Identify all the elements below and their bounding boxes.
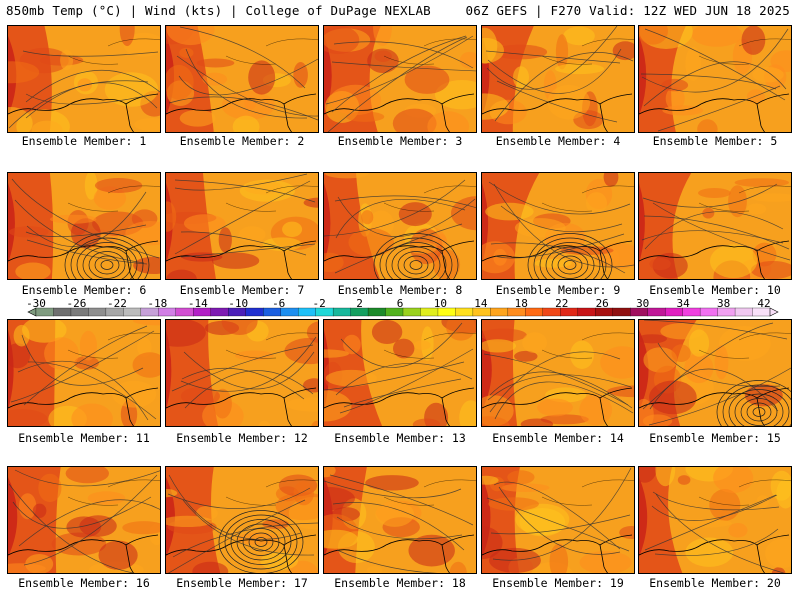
colorbar-swatch xyxy=(88,307,107,317)
ensemble-member-label: Ensemble Member: 4 xyxy=(495,134,621,148)
ensemble-member-label: Ensemble Member: 10 xyxy=(649,283,781,297)
colorbar-swatch xyxy=(734,307,753,317)
ensemble-map-panel xyxy=(481,25,635,133)
colorbar-swatch xyxy=(402,307,421,317)
run-valid-time: 06Z GEFS | F270 Valid: 12Z WED JUN 18 20… xyxy=(465,3,790,18)
colorbar-tick-label: -30 xyxy=(26,297,46,310)
ensemble-map-panel xyxy=(323,319,477,427)
ensemble-member-label: Ensemble Member: 11 xyxy=(18,431,150,445)
ensemble-map-panel xyxy=(165,172,319,280)
colorbar-tick-label: 22 xyxy=(555,297,569,310)
colorbar-swatch xyxy=(455,307,474,317)
ensemble-member-label: Ensemble Member: 18 xyxy=(334,576,466,590)
ensemble-map-panel xyxy=(638,172,792,280)
colorbar-swatch xyxy=(245,307,264,317)
ensemble-member-label: Ensemble Member: 6 xyxy=(21,283,147,297)
ensemble-map-panel xyxy=(638,466,792,574)
colorbar-tick-label: 6 xyxy=(396,297,404,310)
colorbar-swatch xyxy=(367,307,386,317)
colorbar-tick-label: 30 xyxy=(636,297,650,310)
ensemble-map-panel xyxy=(165,319,319,427)
temperature-colorbar xyxy=(27,307,779,317)
ensemble-member-label: Ensemble Member: 13 xyxy=(334,431,466,445)
colorbar-tick-label: -26 xyxy=(66,297,87,310)
ensemble-map-panel xyxy=(481,319,635,427)
ensemble-member-label: Ensemble Member: 19 xyxy=(492,576,624,590)
ensemble-member-label: Ensemble Member: 9 xyxy=(495,283,621,297)
colorbar-tick-label: -2 xyxy=(312,297,326,310)
colorbar-swatch xyxy=(577,307,596,317)
colorbar-tick-label: -22 xyxy=(106,297,127,310)
colorbar-high-arrow xyxy=(769,307,779,317)
ensemble-member-label: Ensemble Member: 16 xyxy=(18,576,150,590)
ensemble-member-label: Ensemble Member: 14 xyxy=(492,431,624,445)
colorbar-tick-label: 18 xyxy=(514,297,528,310)
colorbar-tick-label: 38 xyxy=(716,297,731,310)
colorbar-swatch xyxy=(647,307,666,317)
colorbar-tick-label: 34 xyxy=(676,297,690,310)
ensemble-member-label: Ensemble Member: 5 xyxy=(652,134,778,148)
colorbar-tick-label: 42 xyxy=(757,297,771,310)
ensemble-member-label: Ensemble Member: 8 xyxy=(337,283,463,297)
ensemble-map-panel xyxy=(7,319,161,427)
colorbar-tick-label: 26 xyxy=(595,297,609,310)
colorbar-tick-label: 10 xyxy=(433,297,448,310)
ensemble-member-label: Ensemble Member: 3 xyxy=(337,134,463,148)
ensemble-member-label: Ensemble Member: 7 xyxy=(179,283,305,297)
ensemble-member-label: Ensemble Member: 15 xyxy=(649,431,781,445)
ensemble-member-label: Ensemble Member: 1 xyxy=(21,134,147,148)
colorbar-swatch xyxy=(490,307,509,317)
colorbar-tick-label: -14 xyxy=(187,297,208,310)
colorbar-swatch xyxy=(210,307,229,317)
colorbar-swatch xyxy=(332,307,352,317)
ensemble-map-panel xyxy=(7,172,161,280)
colorbar-swatch xyxy=(612,307,631,317)
ensemble-map-panel xyxy=(638,25,792,133)
ensemble-map-panel xyxy=(323,25,477,133)
colorbar-tick-label: -18 xyxy=(147,297,168,310)
colorbar-swatch xyxy=(525,307,544,317)
map-title: 850mb Temp (°C) | Wind (kts) | College o… xyxy=(6,3,431,18)
colorbar-tick-label: 14 xyxy=(474,297,488,310)
ensemble-member-label: Ensemble Member: 17 xyxy=(176,576,308,590)
ensemble-map-panel xyxy=(323,466,477,574)
ensemble-map-panel xyxy=(481,466,635,574)
ensemble-member-label: Ensemble Member: 12 xyxy=(176,431,308,445)
ensemble-map-panel xyxy=(7,25,161,133)
ensemble-map-panel xyxy=(638,319,792,427)
colorbar-tick-label: 2 xyxy=(356,297,363,310)
ensemble-map-panel xyxy=(165,25,319,133)
ensemble-map-panel xyxy=(323,172,477,280)
ensemble-map-panel xyxy=(481,172,635,280)
ensemble-map-panel xyxy=(7,466,161,574)
colorbar-tick-label: -6 xyxy=(272,297,286,310)
ensemble-map-panel xyxy=(165,466,319,574)
ensemble-member-label: Ensemble Member: 2 xyxy=(179,134,305,148)
colorbar-tick-label: -10 xyxy=(228,297,249,310)
colorbar-swatch xyxy=(699,307,719,317)
ensemble-member-label: Ensemble Member: 20 xyxy=(649,576,781,590)
